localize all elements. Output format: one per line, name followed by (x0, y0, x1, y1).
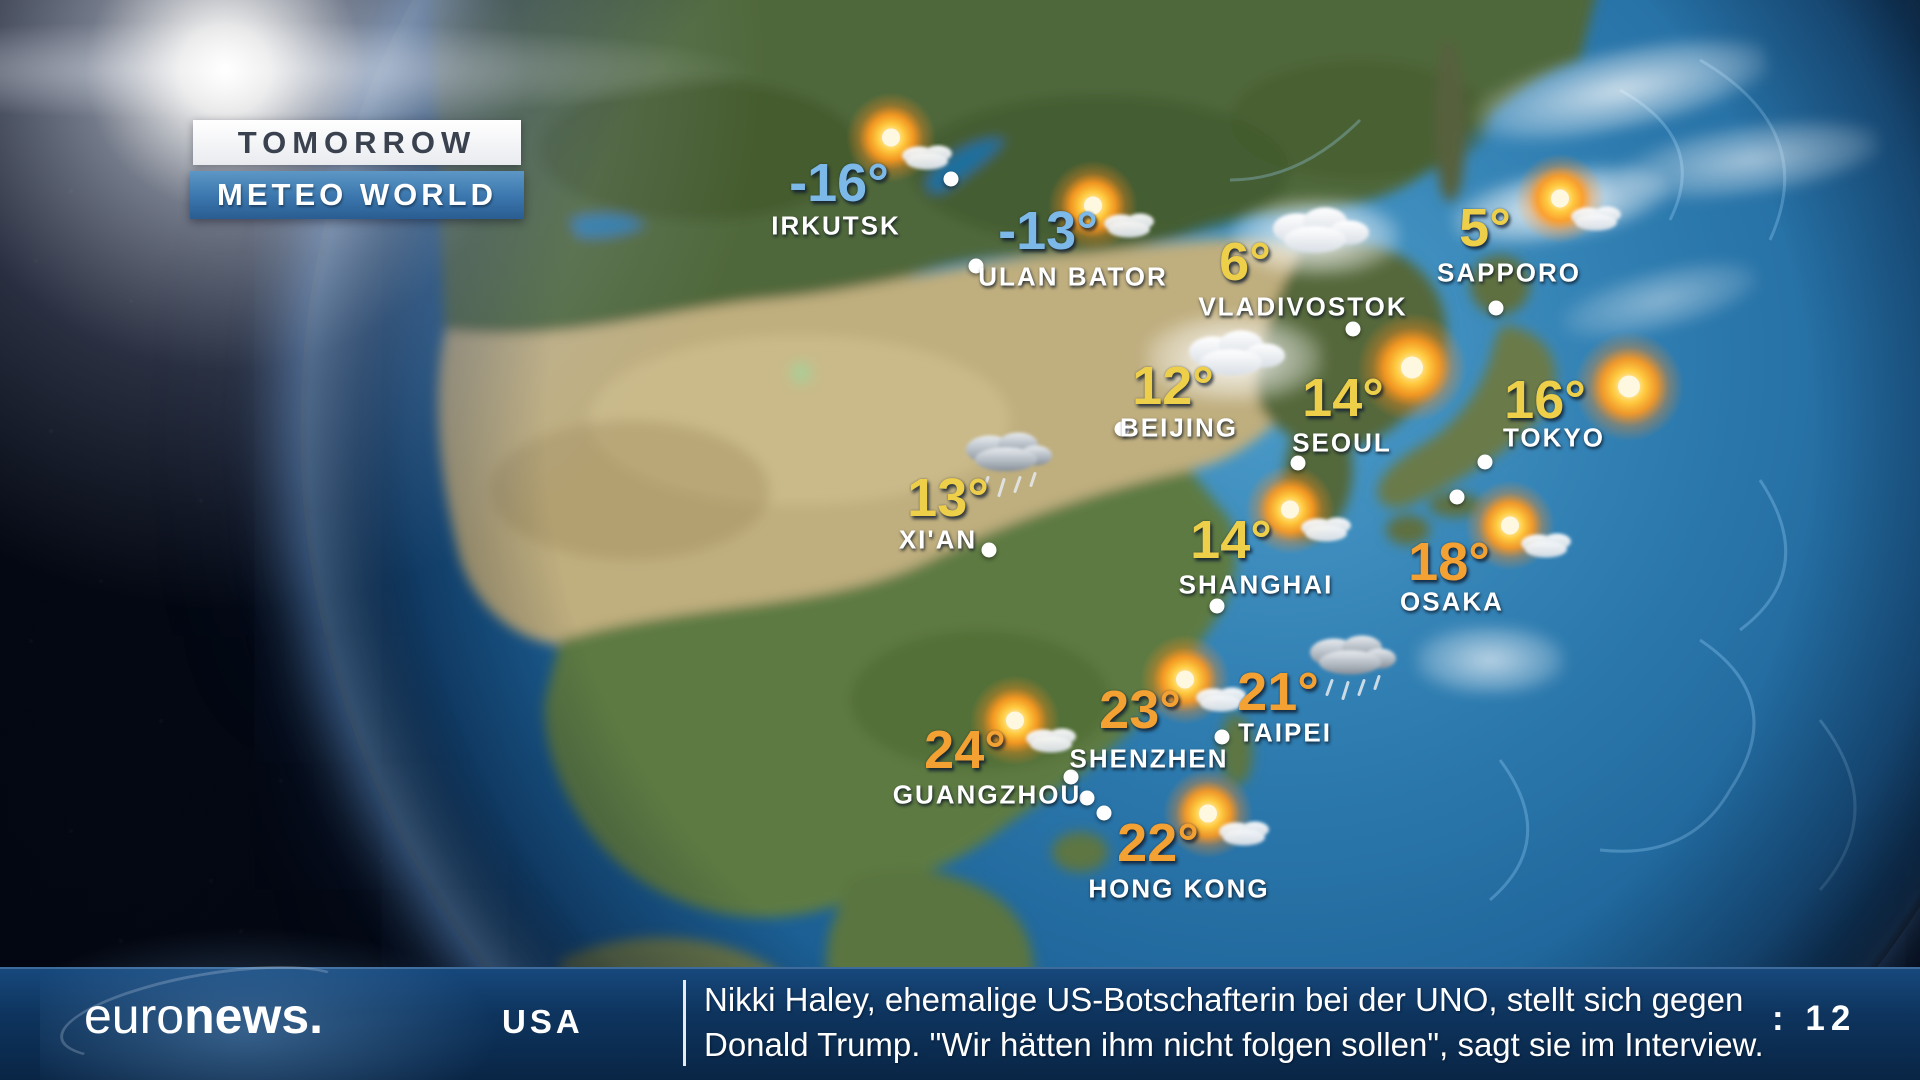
euronews-logo-euro: euro (84, 988, 185, 1044)
city-label: SAPPORO (1436, 257, 1582, 288)
news-ticker-bar: euronews. USA Nikki Haley, ehemalige US-… (0, 927, 1920, 1080)
city-temperature: -13° (998, 201, 1098, 261)
city-label: SHANGHAI (1178, 569, 1334, 600)
euronews-logo-news: news. (184, 988, 324, 1044)
city-marker-dot (1345, 321, 1361, 337)
weather-icon-wrap (1252, 191, 1384, 278)
ticker-clock: : 12 (1772, 999, 1857, 1038)
city-label: SHENZHEN (1069, 743, 1229, 774)
meteo-world-label: METEO WORLD (190, 171, 524, 219)
city-label: ULAN BATOR (978, 261, 1168, 292)
city-temperature: 12° (1132, 356, 1214, 416)
city-temperature: 5° (1459, 198, 1511, 258)
city-label: TOKYO (1503, 422, 1605, 453)
city-temperature: 23° (1099, 680, 1181, 740)
city-marker-dot (1488, 300, 1504, 316)
city-temperature: 21° (1237, 662, 1319, 722)
city-marker-dot (1079, 790, 1095, 806)
ticker-divider (683, 980, 686, 1066)
city-temperature: 18° (1408, 532, 1490, 592)
weather-icon-wrap (1508, 153, 1634, 262)
sun-cloud-icon (1515, 153, 1621, 244)
ticker-line-2: Donald Trump. "Wir hätten ihm nicht folg… (704, 1026, 1764, 1063)
city-label: OSAKA (1400, 586, 1504, 617)
tomorrow-text: TOMORROW (237, 124, 477, 160)
city-marker-dot (943, 171, 959, 187)
ticker-line-1: Nikki Haley, ehemalige US-Botschafterin … (704, 981, 1744, 1018)
meteo-world-text: METEO WORLD (217, 177, 497, 212)
news-category-label: USA (502, 1003, 584, 1040)
city-temperature: 6° (1219, 232, 1271, 292)
city-marker-dot (1214, 729, 1230, 745)
city-temperature: 24° (924, 720, 1006, 780)
city-temperature: 14° (1190, 510, 1272, 570)
city-label: BEIJING (1119, 412, 1239, 443)
city-marker-dot (1477, 454, 1493, 470)
city-marker-dot (1096, 805, 1112, 821)
tomorrow-label: TOMORROW (193, 120, 521, 165)
euronews-logo: euronews. (84, 991, 323, 1041)
city-label: HONG KONG (1088, 873, 1270, 904)
ticker-text: Nikki Haley, ehemalige US-Botschafterin … (704, 977, 1764, 1067)
city-temperature: 22° (1117, 813, 1199, 873)
city-label: GUANGZHOU (892, 779, 1082, 810)
city-temperature: 13° (907, 468, 989, 528)
city-label: TAIPEI (1238, 717, 1332, 748)
city-temperature: -16° (789, 153, 889, 213)
city-marker-dot (981, 542, 997, 558)
city-label: VLADIVOSTOK (1198, 291, 1408, 322)
city-temperature: 14° (1302, 368, 1384, 428)
city-marker-dot (1209, 598, 1225, 614)
cloud-icon (1273, 207, 1369, 253)
city-marker-dot (1449, 489, 1465, 505)
city-label: XI'AN (898, 524, 978, 555)
city-label: SEOUL (1292, 427, 1392, 458)
city-label: IRKUTSK (771, 210, 901, 241)
